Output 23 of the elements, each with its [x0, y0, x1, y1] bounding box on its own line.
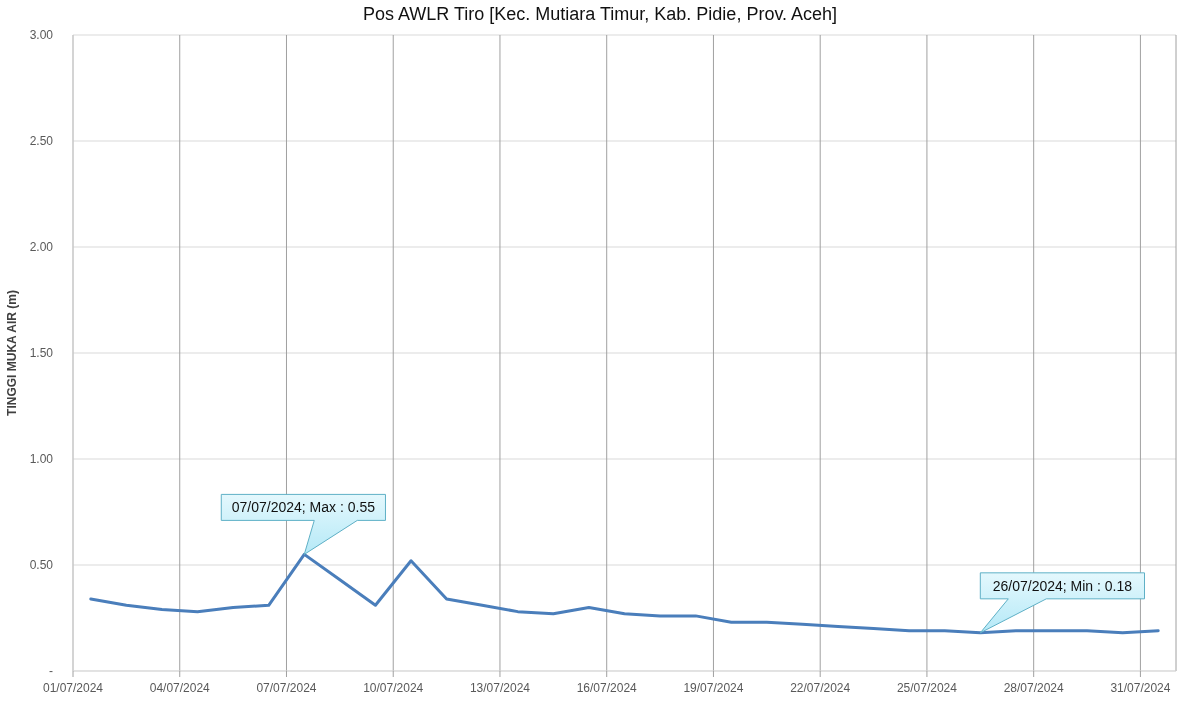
x-tick-label: 07/07/2024	[256, 680, 317, 695]
y-tick-label: 0.50	[29, 558, 54, 573]
annotation: 07/07/2024; Max : 0.55	[231, 499, 376, 516]
annotation: 26/07/2024; Min : 0.18	[992, 577, 1133, 594]
x-tick-label: 10/07/2024	[363, 680, 424, 695]
x-tick-label: 19/07/2024	[683, 680, 744, 695]
chart-title: Pos AWLR Tiro [Kec. Mutiara Timur, Kab. Pidie, Prov. Aceh]	[361, 3, 839, 25]
x-tick-label: 22/07/2024	[790, 680, 851, 695]
x-tick-label: 16/07/2024	[576, 680, 638, 695]
x-tick-label: 13/07/2024	[469, 680, 531, 695]
x-tick-label: 04/07/2024	[149, 680, 211, 695]
x-tick-label: 31/07/2024	[1110, 680, 1171, 695]
y-tick-label: -	[49, 664, 53, 679]
y-tick-label: 1.00	[29, 452, 54, 467]
y-tick-label: 3.00	[29, 28, 54, 43]
line-series	[89, 552, 1160, 635]
y-tick-label: 1.50	[29, 346, 54, 361]
x-tick-label: 01/07/2024	[42, 680, 104, 695]
y-tick-label: 2.50	[29, 134, 54, 149]
y-tick-label: 2.00	[29, 240, 54, 255]
x-tick-label: 25/07/2024	[896, 680, 958, 695]
y-axis-title: TINGGI MUKA AIR (m)	[5, 290, 19, 416]
x-tick-label: 28/07/2024	[1003, 680, 1065, 695]
